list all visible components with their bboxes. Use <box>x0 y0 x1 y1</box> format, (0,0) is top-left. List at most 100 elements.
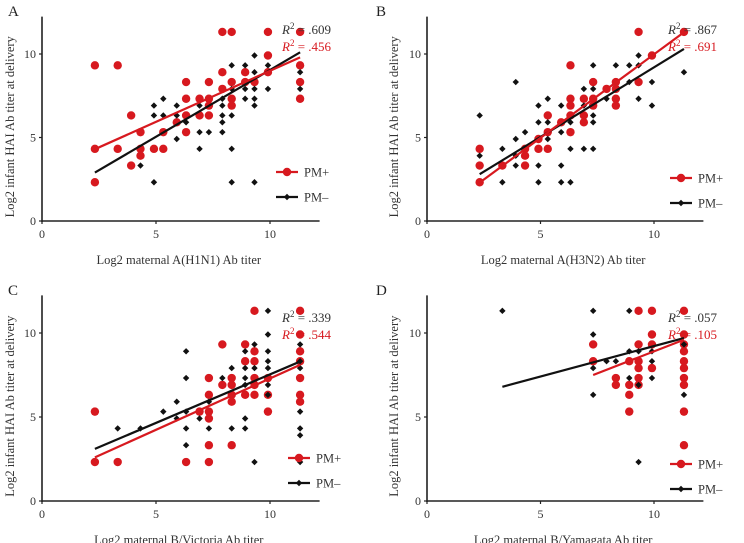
r-squared-pm-minus: R2 = .609 <box>281 21 331 37</box>
data-point-pm-plus <box>647 363 657 373</box>
data-point-pm-plus <box>250 390 259 400</box>
data-point-pm-plus <box>159 144 168 154</box>
panel-c: C 0 5 10 0 5 10 Log2 maternal B/Victoria Ab tit… <box>3 283 341 543</box>
data-point-pm-plus <box>218 68 227 77</box>
data-point-pm-minus <box>196 415 203 422</box>
data-point-pm-plus <box>566 101 575 110</box>
x-tick-label: 10 <box>648 227 660 241</box>
data-point-pm-plus <box>634 373 643 383</box>
data-point-pm-plus <box>679 357 689 366</box>
data-point-pm-plus <box>579 111 589 120</box>
x-tick-label: 10 <box>264 507 276 521</box>
data-point-pm-minus <box>251 102 258 109</box>
data-point-pm-minus <box>589 364 597 372</box>
y-tick-label: 5 <box>415 131 421 145</box>
data-point-pm-plus <box>263 51 273 60</box>
fit-line-pm-plus <box>94 56 301 151</box>
x-tick-label: 0 <box>39 507 45 521</box>
data-point-pm-minus <box>228 425 235 432</box>
fit-line-pm-minus <box>94 360 301 450</box>
data-point-pm-minus <box>296 85 304 93</box>
data-point-pm-plus <box>227 94 236 103</box>
data-point-pm-plus <box>240 340 250 349</box>
data-point-pm-minus <box>567 145 574 153</box>
data-point-pm-minus <box>557 162 565 169</box>
r-squared-pm-plus: R2 = .691 <box>667 38 717 54</box>
y-tick-label: 10 <box>409 47 421 61</box>
data-point-pm-plus <box>227 397 236 406</box>
legend-label: PM– <box>698 197 723 211</box>
data-point-pm-minus <box>241 425 249 432</box>
data-point-pm-minus <box>648 78 656 86</box>
data-point-pm-minus <box>296 69 304 76</box>
data-point-pm-plus <box>611 94 621 103</box>
legend-label: PM– <box>304 191 329 205</box>
data-point-pm-minus <box>648 358 656 365</box>
panel-d: D 0 5 10 0 5 10 Log2 maternal B/Yamagata Ab tit… <box>376 283 723 543</box>
r-squared-pm-plus: R2 = .544 <box>281 326 332 342</box>
data-point-pm-plus <box>679 373 689 383</box>
legend-label: PM– <box>316 477 341 491</box>
data-point-pm-plus <box>679 306 689 316</box>
data-point-pm-minus <box>580 85 588 93</box>
data-point-pm-plus <box>204 441 214 450</box>
data-point-pm-minus <box>680 69 688 76</box>
data-point-pm-minus <box>535 119 542 126</box>
data-point-pm-plus <box>634 363 643 373</box>
data-point-pm-plus <box>475 161 484 170</box>
y-tick-label: 0 <box>30 494 36 508</box>
data-point-pm-minus <box>241 374 249 382</box>
data-point-pm-minus <box>264 381 272 389</box>
data-point-pm-minus <box>296 425 304 432</box>
data-point-pm-plus <box>295 94 305 103</box>
data-point-pm-minus <box>648 374 656 382</box>
legend-marker-diamond <box>677 199 685 207</box>
data-point-pm-minus <box>476 152 483 159</box>
data-point-pm-plus <box>250 357 259 366</box>
data-point-pm-minus <box>612 358 620 365</box>
x-axis-title: Log2 maternal A(H3N2) Ab titer <box>481 253 646 267</box>
data-point-pm-plus <box>566 127 575 137</box>
legend-label: PM+ <box>304 166 329 180</box>
x-tick-label: 5 <box>538 507 544 521</box>
legend: PM+ PM– <box>276 166 329 205</box>
data-point-pm-plus <box>625 390 634 400</box>
data-point-pm-plus <box>90 457 100 467</box>
data-point-pm-minus <box>251 52 258 59</box>
data-point-pm-plus <box>240 390 250 400</box>
y-axis-title: Log2 infant HAI Ab titer at delivery <box>3 315 17 497</box>
data-point-pm-minus <box>173 135 180 143</box>
data-point-pm-plus <box>566 94 575 103</box>
data-point-pm-minus <box>264 331 272 338</box>
data-point-pm-minus <box>219 112 226 119</box>
data-point-pm-plus <box>204 414 214 423</box>
data-point-pm-minus <box>251 95 258 102</box>
data-point-pm-plus <box>295 77 305 87</box>
legend-marker-circle <box>282 167 292 177</box>
data-point-pm-minus <box>589 112 597 119</box>
data-point-pm-plus <box>136 151 145 160</box>
fit-line-pm-minus <box>502 336 685 388</box>
data-point-pm-minus <box>680 341 688 348</box>
data-point-pm-minus <box>589 85 597 93</box>
data-point-pm-minus <box>251 458 258 466</box>
data-point-pm-plus <box>520 161 530 170</box>
data-point-pm-plus <box>181 127 191 137</box>
legend-label: PM+ <box>316 452 341 466</box>
series-pm-plus <box>90 306 305 467</box>
data-point-pm-minus <box>205 128 213 136</box>
data-point-pm-minus <box>241 364 249 372</box>
data-point-pm-plus <box>204 77 214 87</box>
data-point-pm-plus <box>204 407 214 416</box>
data-point-pm-plus <box>250 347 259 356</box>
data-point-pm-plus <box>181 77 191 87</box>
legend: PM+ PM– <box>288 452 341 491</box>
data-point-pm-minus <box>557 102 565 109</box>
data-point-pm-minus <box>219 119 226 126</box>
data-point-pm-minus <box>580 145 588 153</box>
data-point-pm-plus <box>579 94 589 103</box>
data-point-pm-minus <box>196 102 203 109</box>
data-point-pm-minus <box>680 391 688 399</box>
data-point-pm-minus <box>589 119 597 126</box>
